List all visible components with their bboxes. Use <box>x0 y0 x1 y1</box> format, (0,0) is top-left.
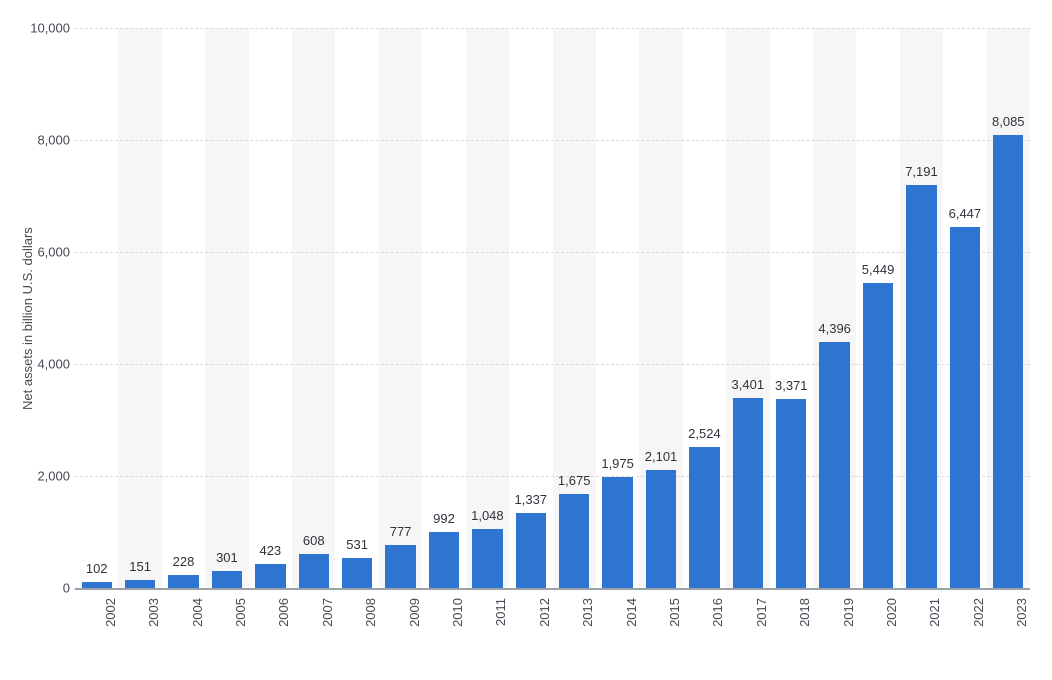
x-tick-label: 2002 <box>103 598 118 634</box>
x-tick-label: 2017 <box>754 598 769 634</box>
bar[interactable] <box>993 135 1023 588</box>
plot-band <box>118 28 161 588</box>
plot-band <box>205 28 248 588</box>
bar-value-label: 992 <box>433 511 455 526</box>
bar[interactable] <box>646 470 676 588</box>
bar[interactable] <box>559 494 589 588</box>
x-tick-label: 2009 <box>407 598 422 634</box>
bar[interactable] <box>385 545 415 589</box>
bar-value-label: 6,447 <box>949 206 982 221</box>
bar-value-label: 102 <box>86 561 108 576</box>
bar-value-label: 4,396 <box>818 321 851 336</box>
x-tick-label: 2022 <box>971 598 986 634</box>
x-tick-label: 2015 <box>667 598 682 634</box>
x-tick-label: 2014 <box>624 598 639 634</box>
x-tick-label: 2023 <box>1014 598 1029 634</box>
bar[interactable] <box>516 513 546 588</box>
bar-value-label: 3,401 <box>732 377 765 392</box>
bar[interactable] <box>429 532 459 588</box>
bar-value-label: 423 <box>259 543 281 558</box>
y-tick-label: 4,000 <box>10 357 70 372</box>
bar[interactable] <box>819 342 849 588</box>
plot-band <box>292 28 335 588</box>
y-tick-label: 8,000 <box>10 133 70 148</box>
bar-value-label: 2,524 <box>688 426 721 441</box>
y-tick-label: 0 <box>10 581 70 596</box>
bar-value-label: 531 <box>346 537 368 552</box>
bar-value-label: 301 <box>216 550 238 565</box>
bar-value-label: 1,975 <box>601 456 634 471</box>
x-tick-label: 2012 <box>537 598 552 634</box>
x-tick-label: 2005 <box>233 598 248 634</box>
bar-value-label: 228 <box>173 554 195 569</box>
bar[interactable] <box>733 398 763 588</box>
bar-value-label: 1,675 <box>558 473 591 488</box>
grid-line <box>75 140 1030 141</box>
grid-line <box>75 28 1030 29</box>
bar[interactable] <box>689 447 719 588</box>
x-tick-label: 2018 <box>797 598 812 634</box>
bar[interactable] <box>906 185 936 588</box>
y-tick-label: 2,000 <box>10 469 70 484</box>
bar[interactable] <box>212 571 242 588</box>
x-tick-label: 2019 <box>841 598 856 634</box>
bar[interactable] <box>950 227 980 588</box>
bar-chart: Net assets in billion U.S. dollars 10215… <box>0 0 1052 680</box>
x-tick-label: 2003 <box>146 598 161 634</box>
grid-line <box>75 252 1030 253</box>
bar[interactable] <box>342 558 372 588</box>
bar[interactable] <box>602 477 632 588</box>
bar-value-label: 1,337 <box>515 492 548 507</box>
x-tick-label: 2016 <box>710 598 725 634</box>
bar-value-label: 151 <box>129 559 151 574</box>
plot-band <box>379 28 422 588</box>
bar[interactable] <box>168 575 198 588</box>
bar-value-label: 3,371 <box>775 378 808 393</box>
x-tick-label: 2010 <box>450 598 465 634</box>
bar[interactable] <box>776 399 806 588</box>
bar[interactable] <box>82 582 112 588</box>
x-tick-label: 2011 <box>493 598 508 634</box>
plot-band <box>466 28 509 588</box>
x-axis-baseline <box>75 588 1030 590</box>
x-tick-label: 2004 <box>190 598 205 634</box>
bar-value-label: 777 <box>390 524 412 539</box>
plot-area: 102 151 228 301 423 608 531 777 992 1,048 1,337 1,6… <box>75 28 1030 588</box>
y-tick-label: 6,000 <box>10 245 70 260</box>
bar[interactable] <box>863 283 893 588</box>
bar[interactable] <box>255 564 285 588</box>
bar-value-label: 2,101 <box>645 449 678 464</box>
x-tick-label: 2013 <box>580 598 595 634</box>
x-tick-label: 2006 <box>276 598 291 634</box>
x-tick-label: 2020 <box>884 598 899 634</box>
x-tick-label: 2007 <box>320 598 335 634</box>
bar-value-label: 1,048 <box>471 508 504 523</box>
bar[interactable] <box>125 580 155 588</box>
bar[interactable] <box>472 529 502 588</box>
bar-value-label: 5,449 <box>862 262 895 277</box>
bar[interactable] <box>299 554 329 588</box>
x-tick-label: 2021 <box>927 598 942 634</box>
x-tick-label: 2008 <box>363 598 378 634</box>
y-tick-label: 10,000 <box>10 21 70 36</box>
bar-value-label: 8,085 <box>992 114 1025 129</box>
bar-value-label: 7,191 <box>905 164 938 179</box>
bar-value-label: 608 <box>303 533 325 548</box>
